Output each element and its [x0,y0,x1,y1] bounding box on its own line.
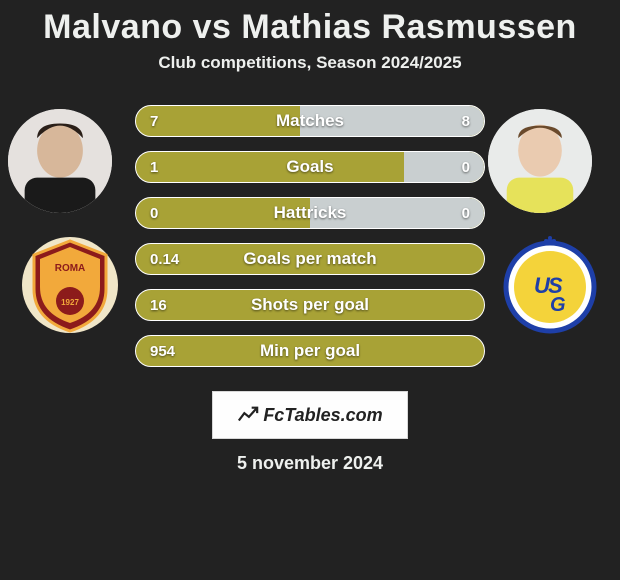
branding-text: FcTables.com [237,404,382,426]
stat-label: Min per goal [136,341,484,361]
stats-list: 7Matches81Goals00Hattricks00.14Goals per… [135,105,485,367]
club-left-badge: ROMA 1927 [20,235,120,335]
branding-badge: FcTables.com [212,391,408,439]
date-text: 5 november 2024 [0,453,620,474]
stat-row: 1Goals0 [135,151,485,183]
stat-value-right: 0 [462,159,470,176]
club-right-g: G [550,294,566,316]
stat-label: Shots per goal [136,295,484,315]
chart-icon [237,404,259,426]
stat-value-right: 8 [462,113,470,130]
club-right-badge: U S G [500,235,600,335]
stat-label: Goals [136,157,484,177]
stat-row: 0Hattricks0 [135,197,485,229]
stat-row: 7Matches8 [135,105,485,137]
stat-label: Hattricks [136,203,484,223]
root: Malvano vs Mathias Rasmussen Club compet… [0,0,620,474]
stat-row: 16Shots per goal [135,289,485,321]
stat-label: Matches [136,111,484,131]
stat-label: Goals per match [136,249,484,269]
subtitle: Club competitions, Season 2024/2025 [0,53,620,73]
stat-value-right: 0 [462,205,470,222]
player-right-avatar [488,109,592,213]
comparison-area: ROMA 1927 U S G 7Matches81Goals00Hattric… [0,99,620,379]
page-title: Malvano vs Mathias Rasmussen [0,8,620,47]
stat-row: 0.14Goals per match [135,243,485,275]
club-left-year: 1927 [61,298,79,307]
player-left-avatar [8,109,112,213]
branding-label: FcTables.com [263,405,382,426]
stat-row: 954Min per goal [135,335,485,367]
club-left-text: ROMA [55,263,86,274]
